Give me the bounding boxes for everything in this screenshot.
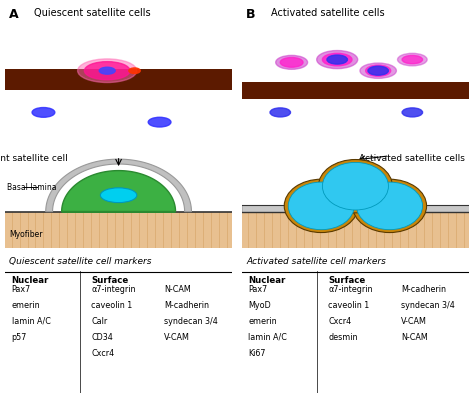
Text: V-CAM: V-CAM [164, 333, 190, 341]
Ellipse shape [402, 108, 423, 117]
FancyBboxPatch shape [5, 69, 232, 90]
Text: Nuclear: Nuclear [248, 276, 286, 285]
Text: Surface: Surface [91, 276, 128, 285]
Text: B: B [246, 8, 255, 21]
Ellipse shape [276, 56, 308, 69]
Text: Ki67: Ki67 [248, 349, 266, 358]
Text: p57: p57 [11, 333, 27, 341]
Text: M-cadherin: M-cadherin [401, 285, 446, 294]
Polygon shape [46, 159, 191, 212]
Text: Myofiber: Myofiber [9, 230, 43, 239]
FancyBboxPatch shape [5, 212, 232, 248]
Ellipse shape [365, 65, 391, 76]
Text: Basal lamina: Basal lamina [7, 183, 56, 191]
Ellipse shape [327, 55, 347, 64]
Text: caveolin 1: caveolin 1 [328, 301, 369, 310]
Ellipse shape [284, 179, 358, 233]
Text: MyoD: MyoD [248, 301, 271, 310]
Text: emerin: emerin [248, 316, 277, 326]
Text: syndecan 3/4: syndecan 3/4 [401, 301, 455, 310]
Text: desmin: desmin [328, 333, 357, 341]
Text: Quiescent satellite cell: Quiescent satellite cell [0, 154, 68, 163]
Text: Surface: Surface [328, 276, 365, 285]
Text: lamin A/C: lamin A/C [248, 333, 287, 341]
Text: α7-integrin: α7-integrin [91, 285, 136, 294]
Text: V-CAM: V-CAM [401, 316, 427, 326]
Ellipse shape [353, 179, 427, 233]
Ellipse shape [84, 62, 130, 80]
Text: Pax7: Pax7 [248, 285, 268, 294]
Text: Cxcr4: Cxcr4 [91, 349, 114, 358]
Text: N-CAM: N-CAM [401, 333, 428, 341]
Ellipse shape [356, 182, 423, 230]
Ellipse shape [280, 58, 303, 67]
Text: M-cadherin: M-cadherin [164, 301, 209, 310]
Text: CD34: CD34 [91, 333, 113, 341]
Text: Activated satellite cell markers: Activated satellite cell markers [246, 257, 386, 266]
Text: Cxcr4: Cxcr4 [328, 316, 351, 326]
Ellipse shape [100, 188, 137, 202]
Text: Activated satellite cells: Activated satellite cells [271, 8, 385, 18]
Ellipse shape [129, 68, 140, 73]
Text: caveolin 1: caveolin 1 [91, 301, 133, 310]
FancyBboxPatch shape [242, 82, 469, 98]
Ellipse shape [288, 182, 354, 230]
Ellipse shape [402, 56, 423, 64]
Text: lamin A/C: lamin A/C [11, 316, 50, 326]
Ellipse shape [319, 160, 392, 213]
FancyBboxPatch shape [242, 205, 469, 212]
Ellipse shape [32, 108, 55, 117]
Ellipse shape [148, 117, 171, 127]
Text: N-CAM: N-CAM [164, 285, 191, 294]
Polygon shape [62, 171, 175, 212]
Ellipse shape [368, 66, 388, 75]
Ellipse shape [270, 108, 291, 117]
Text: A: A [9, 8, 19, 21]
Ellipse shape [398, 53, 427, 66]
Text: Quiescent satellite cell markers: Quiescent satellite cell markers [9, 257, 152, 266]
Text: Pax7: Pax7 [11, 285, 31, 294]
Text: Calr: Calr [91, 316, 108, 326]
Ellipse shape [78, 59, 137, 83]
Text: syndecan 3/4: syndecan 3/4 [164, 316, 218, 326]
Text: Nuclear: Nuclear [11, 276, 49, 285]
Ellipse shape [322, 53, 352, 66]
Ellipse shape [99, 67, 115, 74]
Ellipse shape [360, 63, 396, 78]
Text: Activated satellite cells: Activated satellite cells [359, 154, 465, 163]
Ellipse shape [317, 50, 358, 69]
Text: emerin: emerin [11, 301, 40, 310]
Text: α7-integrin: α7-integrin [328, 285, 373, 294]
Ellipse shape [322, 162, 388, 210]
FancyBboxPatch shape [242, 212, 469, 248]
Text: Quiescent satellite cells: Quiescent satellite cells [34, 8, 151, 18]
